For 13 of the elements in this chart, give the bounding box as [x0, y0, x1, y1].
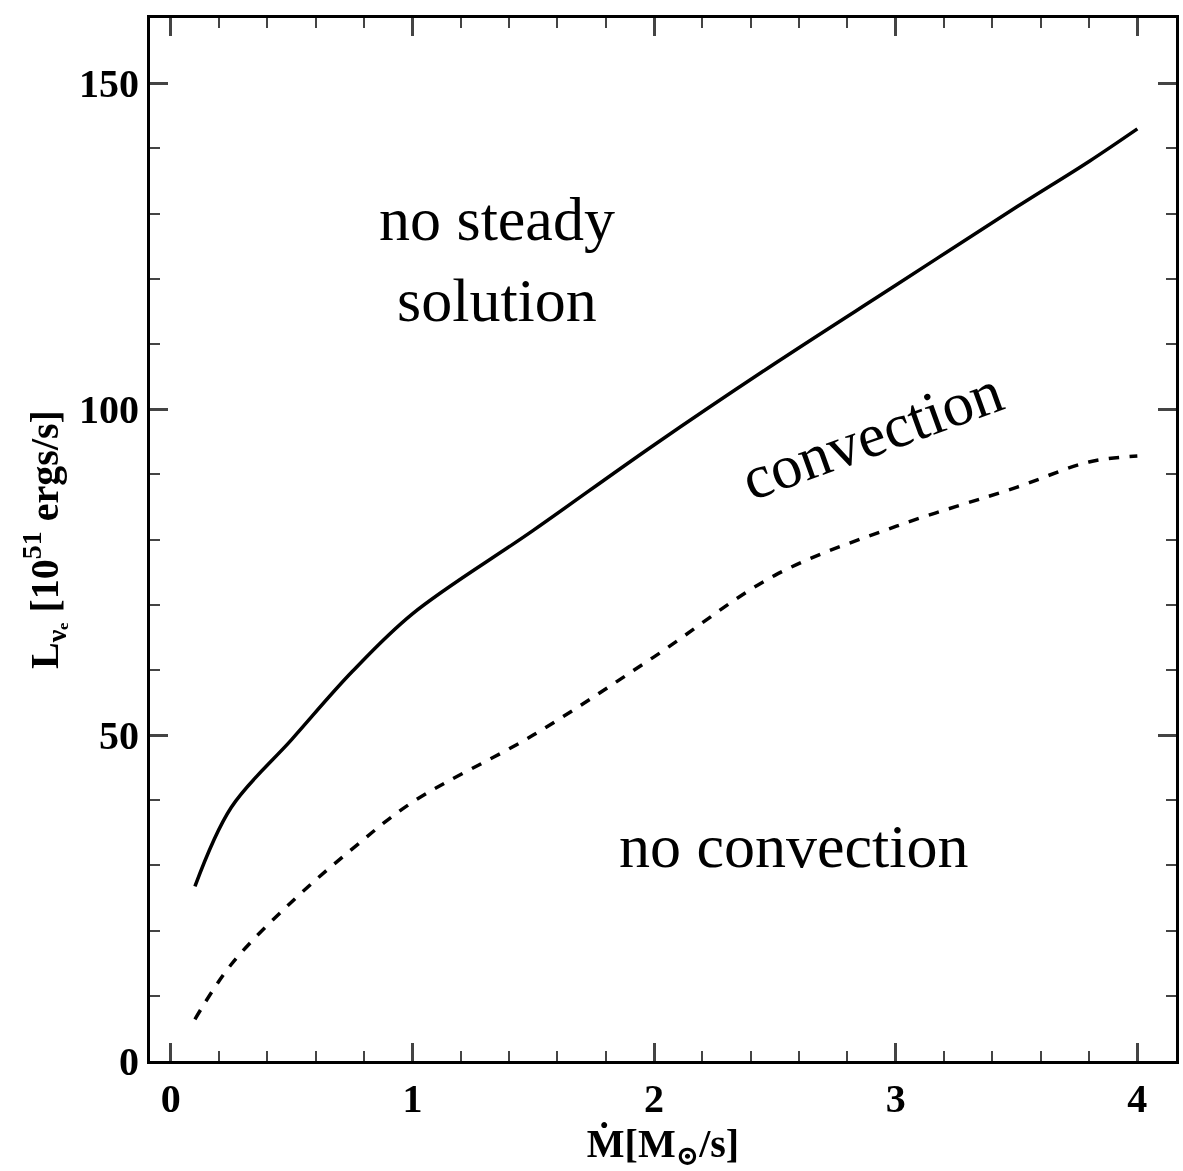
y-tick-label: 150 — [79, 61, 139, 107]
y-tick-label: 50 — [99, 713, 139, 759]
x-tick-label: 4 — [1127, 1076, 1148, 1121]
x-tick-label: 0 — [160, 1076, 181, 1121]
x-tick-label: 2 — [644, 1076, 665, 1121]
annotation: no steady solution — [379, 185, 615, 334]
line-series — [193, 127, 1140, 889]
annotation: no convection — [619, 812, 969, 880]
x-tick-label: 3 — [885, 1076, 906, 1121]
x-axis-title: Ṁ[M$_{⊙}$/s] — [586, 1120, 740, 1171]
x-tick-label: 1 — [402, 1076, 423, 1121]
y-tick-label: 100 — [79, 387, 139, 433]
y-tick-label: 0 — [119, 1039, 139, 1084]
